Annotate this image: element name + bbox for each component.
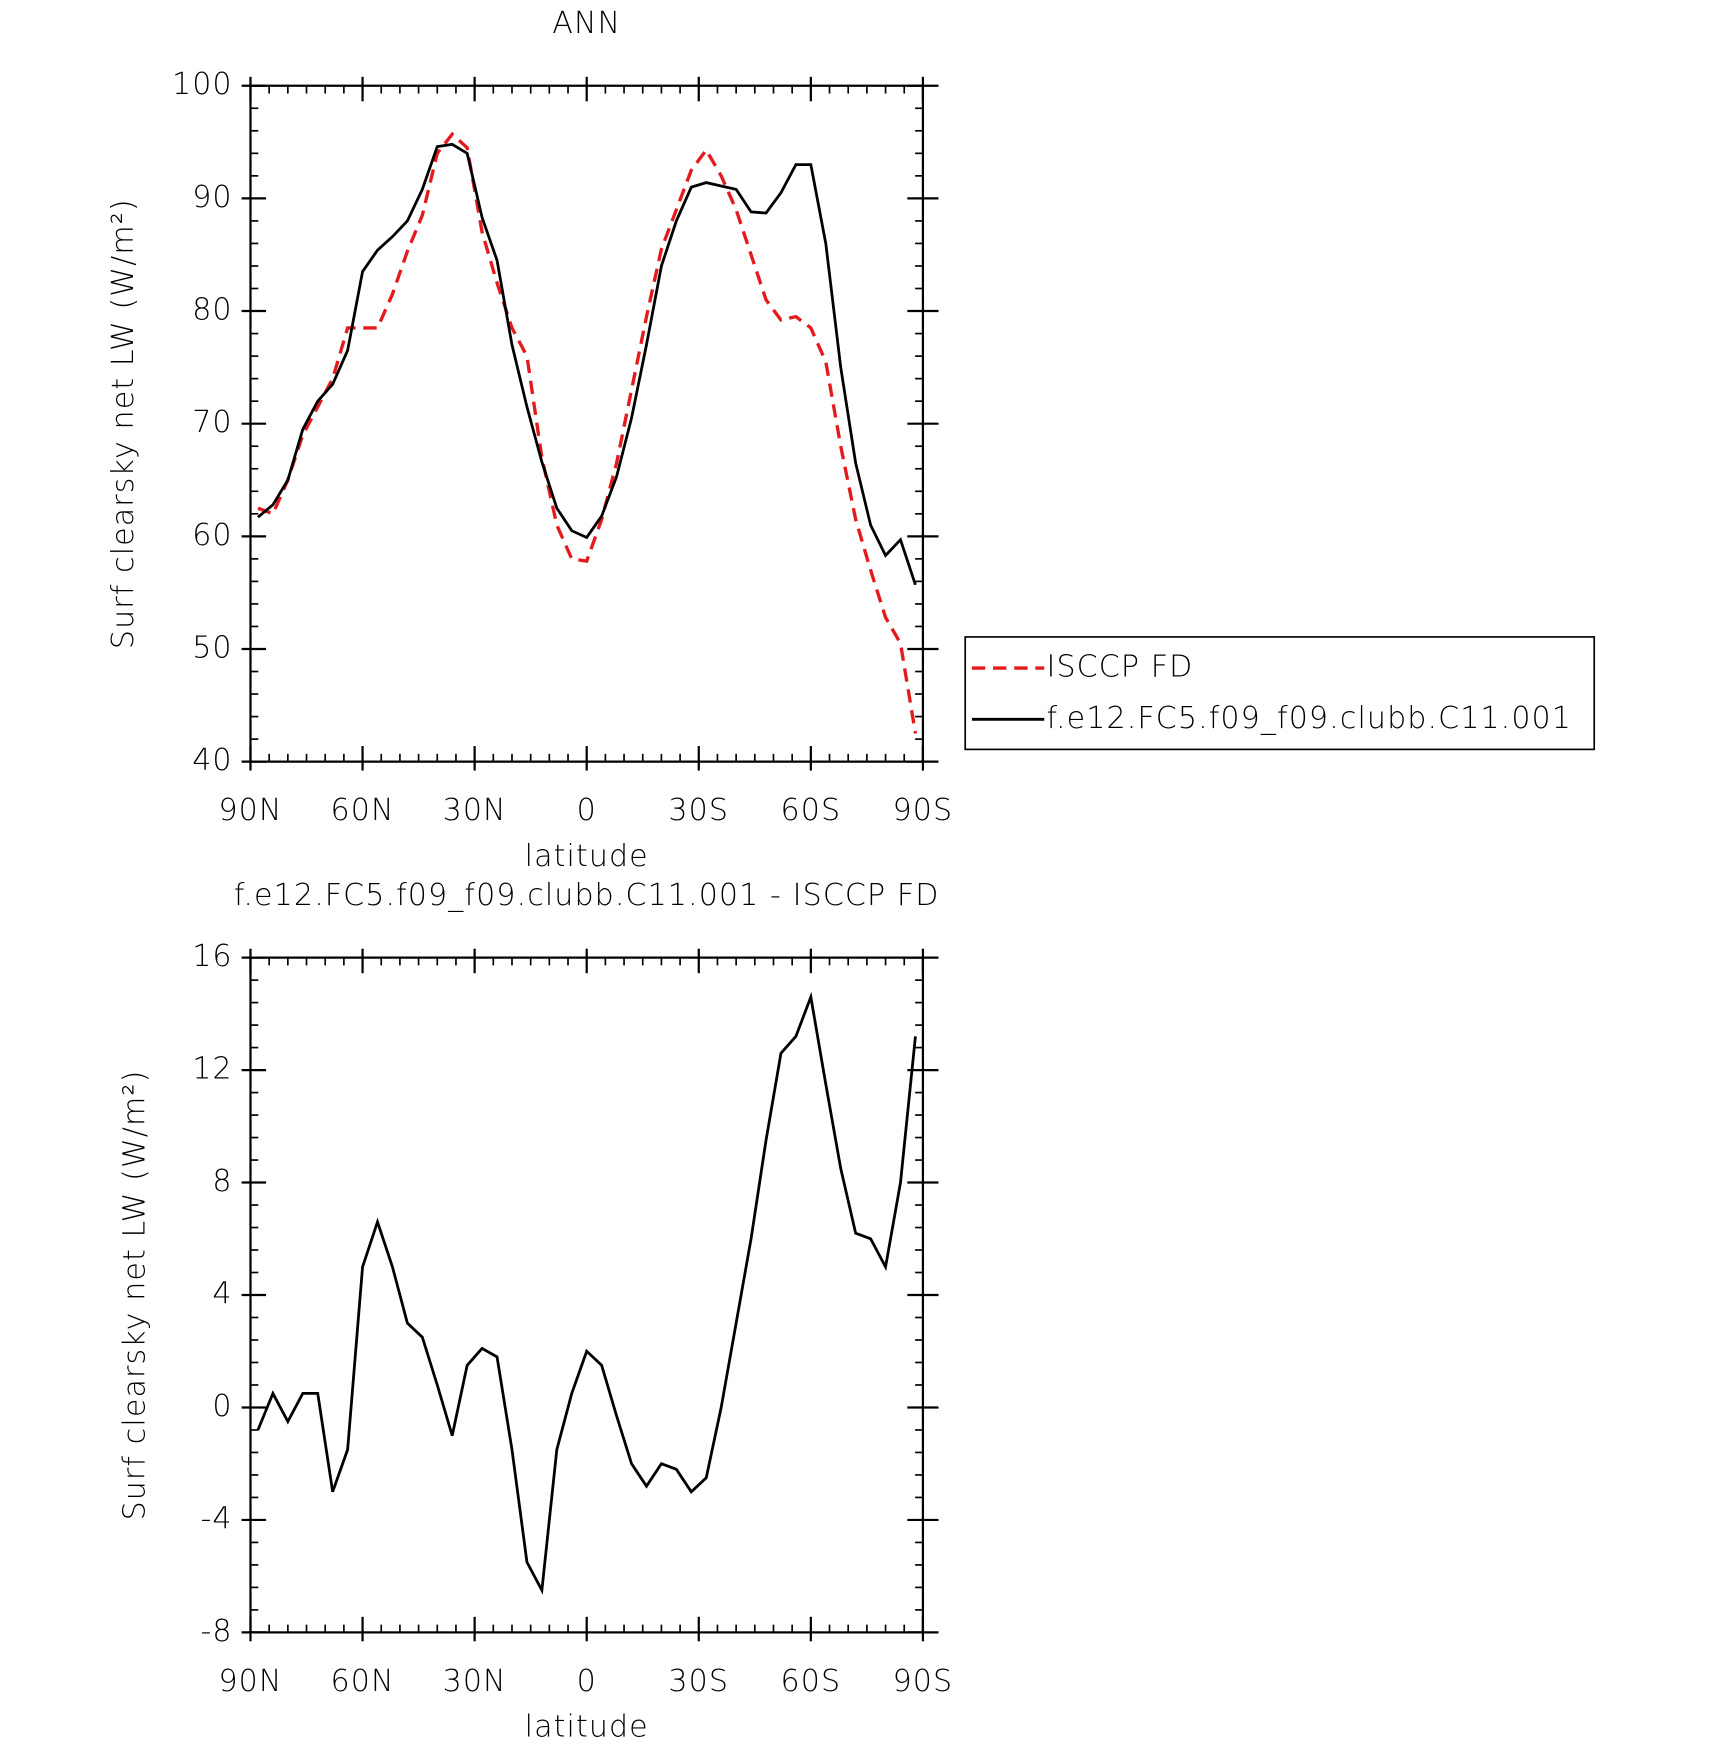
data-line xyxy=(256,991,917,1595)
y-axis-label: Surf clearsky net LW (W/m²) xyxy=(117,1070,152,1521)
y-tick-label: 40 xyxy=(192,743,232,778)
data-line xyxy=(257,142,917,586)
x-tick-label: 30S xyxy=(668,1664,729,1699)
y-tick-label: 8 xyxy=(212,1164,232,1199)
x-tick-label: 0 xyxy=(577,1664,597,1699)
y-tick-label: 100 xyxy=(172,67,233,102)
y-axis-label: Surf clearsky net LW (W/m²) xyxy=(106,198,141,649)
x-tick-label: 30N xyxy=(443,793,507,828)
chart-title: f.e12.FC5.f09_f09.clubb.C11.001 - ISCCP … xyxy=(234,878,940,913)
x-tick-label: 90S xyxy=(893,1664,954,1699)
legend-box xyxy=(964,636,1596,751)
x-tick-label: 90N xyxy=(218,1664,282,1699)
y-tick-label: -8 xyxy=(200,1614,232,1649)
x-tick-label: 60N xyxy=(331,1664,395,1699)
data-line xyxy=(257,131,918,734)
y-tick-label: 0 xyxy=(212,1389,232,1424)
y-tick-label: 70 xyxy=(192,405,232,440)
y-tick-label: 4 xyxy=(212,1277,232,1312)
y-tick-label: 50 xyxy=(192,630,232,665)
y-tick-label: 16 xyxy=(192,939,232,974)
y-tick-label: -4 xyxy=(200,1501,232,1536)
y-tick-label: 60 xyxy=(192,518,232,553)
x-tick-label: 60S xyxy=(781,793,842,828)
x-tick-label: 60S xyxy=(781,1664,842,1699)
x-tick-label: 30S xyxy=(668,793,729,828)
plot-frame xyxy=(249,84,925,763)
y-tick-label: 90 xyxy=(192,180,232,215)
x-tick-label: 30N xyxy=(443,1664,507,1699)
legend-label: f.e12.FC5.f09_f09.clubb.C11.001 xyxy=(1046,701,1572,736)
x-tick-label: 0 xyxy=(577,793,597,828)
x-tick-label: 60N xyxy=(331,793,395,828)
x-tick-label: 90S xyxy=(893,793,954,828)
x-axis-label: latitude xyxy=(525,839,649,874)
x-axis-label: latitude xyxy=(525,1710,649,1745)
legend-label: ISCCP FD xyxy=(1046,650,1193,685)
y-tick-label: 80 xyxy=(192,293,232,328)
x-tick-label: 90N xyxy=(218,793,282,828)
y-tick-label: 12 xyxy=(192,1052,232,1087)
chart-title: ANN xyxy=(552,6,621,41)
